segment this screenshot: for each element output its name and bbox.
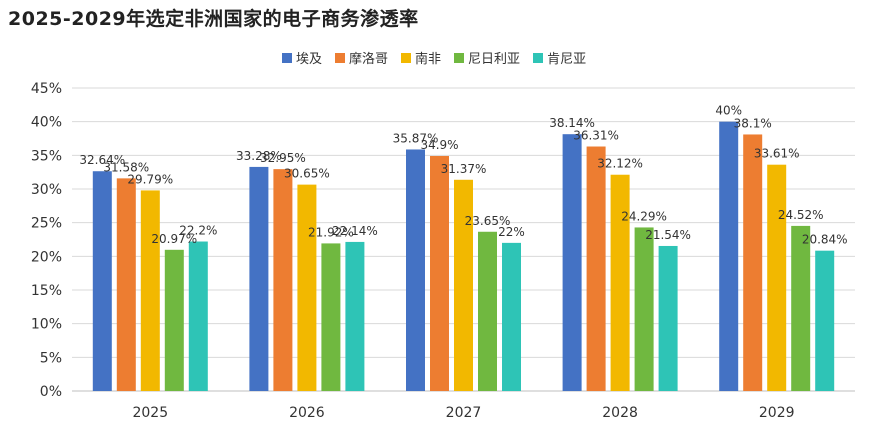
legend-item: 摩洛哥: [335, 48, 388, 67]
legend-item: 埃及: [282, 48, 322, 67]
y-tick-label: 35%: [31, 148, 62, 164]
bar: [815, 250, 835, 391]
legend-swatch: [335, 52, 346, 63]
legend-item: 肯尼亚: [533, 48, 586, 67]
y-tick-label: 20%: [31, 249, 62, 265]
bar: [188, 241, 208, 391]
chart-legend: 埃及 摩洛哥 南非 尼日利亚 肯尼亚: [282, 48, 599, 67]
bar: [610, 174, 630, 391]
legend-item: 尼日利亚: [454, 48, 520, 67]
bar: [406, 149, 425, 391]
bar: [116, 178, 136, 391]
data-label: 35.87%: [393, 131, 439, 145]
x-tick-label: 2028: [602, 405, 638, 421]
data-label: 24.52%: [778, 208, 824, 222]
x-tick-label: 2025: [132, 405, 168, 421]
legend-label: 南非: [415, 52, 442, 67]
data-label: 31.58%: [103, 160, 149, 174]
data-label: 23.65%: [465, 214, 511, 228]
data-label: 21.92%: [308, 225, 354, 239]
y-tick-label: 5%: [40, 350, 62, 366]
bar: [719, 121, 739, 392]
bar: [502, 242, 521, 391]
bar: [634, 227, 654, 391]
y-tick-label: 10%: [31, 317, 62, 333]
legend-item: 南非: [401, 48, 441, 67]
data-label: 22.2%: [179, 224, 217, 238]
chart-title: 2025-2029年选定非洲国家的电子商务渗透率: [8, 8, 419, 30]
bar: [791, 225, 811, 391]
bar: [273, 169, 293, 391]
data-label: 32.95%: [260, 151, 306, 165]
y-tick-label: 25%: [31, 216, 62, 232]
bar: [140, 190, 160, 391]
bar: [562, 134, 582, 391]
bar: [478, 231, 497, 391]
data-label: 20.97%: [151, 232, 197, 246]
data-label: 33.28%: [236, 149, 282, 163]
legend-swatch: [401, 52, 412, 63]
data-label: 22.14%: [332, 224, 378, 238]
y-tick-label: 15%: [31, 283, 62, 299]
bar: [297, 184, 317, 391]
legend-swatch: [282, 52, 292, 63]
data-label: 38.14%: [549, 116, 595, 130]
data-label: 40%: [715, 104, 742, 118]
y-tick-label: 0%: [40, 384, 62, 400]
y-tick-label: 30%: [31, 182, 62, 198]
x-tick-label: 2027: [446, 405, 482, 421]
x-tick-label: 2026: [289, 405, 325, 421]
bar: [430, 156, 449, 391]
bar: [345, 241, 365, 391]
data-label: 34.9%: [420, 138, 458, 152]
data-label: 29.79%: [127, 172, 173, 186]
bar: [767, 164, 787, 391]
bar: [586, 146, 606, 391]
bar: [658, 245, 678, 391]
data-label: 21.54%: [645, 228, 691, 242]
data-label: 31.37%: [441, 162, 487, 176]
bar: [321, 243, 341, 391]
data-label: 30.65%: [284, 167, 330, 181]
data-label: 36.31%: [573, 129, 619, 143]
data-label: 20.84%: [802, 233, 848, 247]
y-tick-label: 45%: [31, 81, 62, 97]
legend-label: 尼日利亚: [468, 52, 521, 67]
data-label: 38.1%: [734, 116, 772, 130]
bar: [454, 179, 473, 391]
legend-swatch: [533, 52, 544, 63]
y-tick-label: 40%: [31, 115, 62, 131]
data-label: 22%: [498, 225, 525, 239]
bar: [249, 166, 269, 391]
data-label: 24.29%: [621, 209, 667, 223]
data-label: 32.12%: [597, 157, 643, 171]
legend-label: 埃及: [296, 52, 323, 67]
bar: [164, 249, 184, 391]
data-label: 32.64%: [79, 153, 125, 167]
bar: [92, 171, 112, 391]
legend-label: 摩洛哥: [349, 52, 389, 67]
bar: [743, 134, 763, 391]
legend-swatch: [454, 52, 465, 63]
legend-label: 肯尼亚: [547, 52, 587, 67]
data-label: 33.61%: [754, 147, 800, 161]
x-tick-label: 2029: [759, 405, 795, 421]
